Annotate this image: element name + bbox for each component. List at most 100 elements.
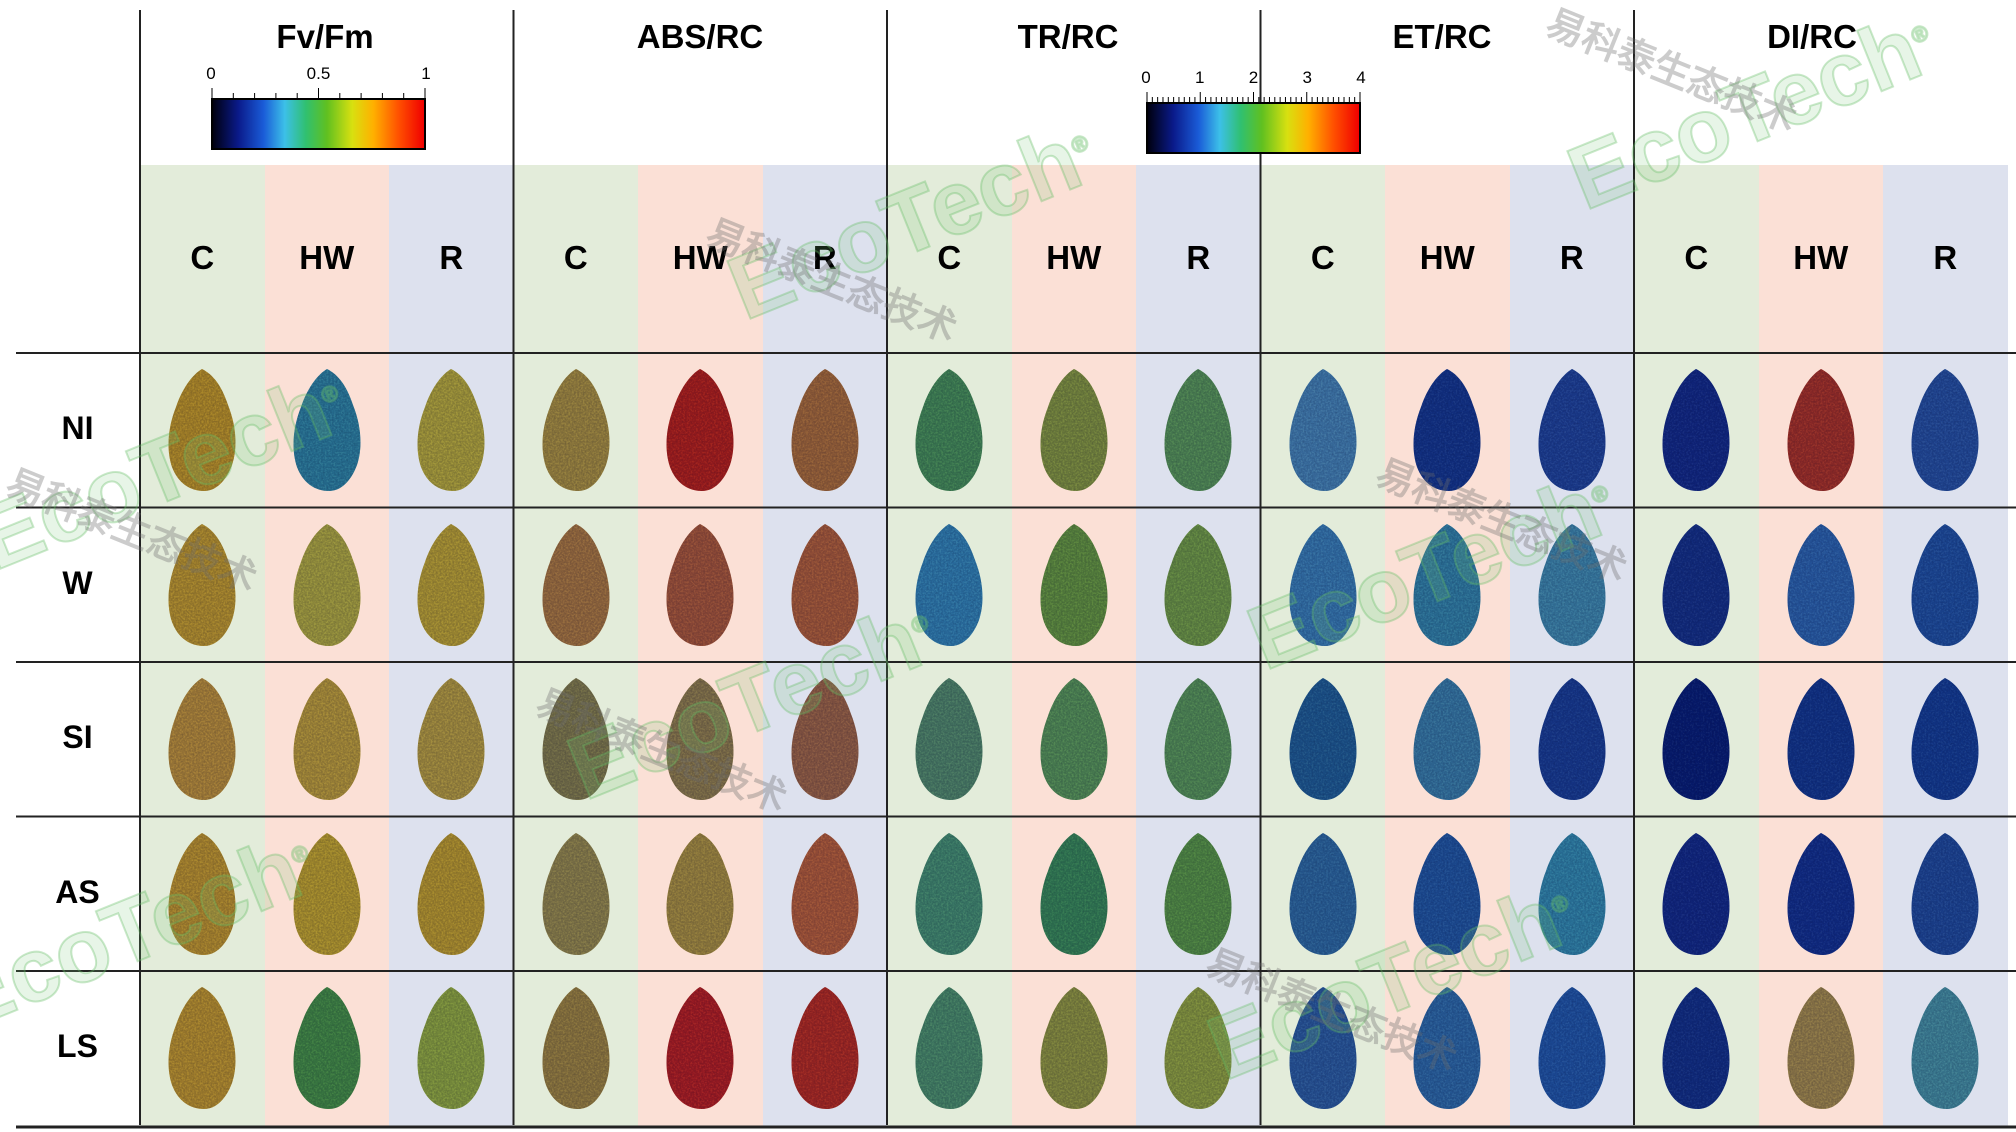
leaf-texture: [1040, 678, 1108, 801]
leaf-image: [1905, 674, 1985, 809]
leaf-image: [536, 829, 616, 964]
leaf-image: [1158, 520, 1238, 655]
treatment-label: C: [1310, 239, 1335, 276]
leaf-image: [1905, 829, 1985, 964]
leaf-image: [1656, 983, 1736, 1118]
parameter-title: TR/RC: [1017, 18, 1119, 55]
leaf-image: [287, 674, 367, 809]
leaf-image: [1532, 983, 1612, 1118]
treatment-label: C: [1684, 239, 1709, 276]
leaf-image: [1656, 365, 1736, 500]
leaf-texture: [1413, 523, 1481, 646]
leaf-image: [1158, 674, 1238, 809]
leaf-image: [536, 365, 616, 500]
treatment-label: C: [563, 239, 588, 276]
leaf-texture: [1164, 832, 1232, 955]
leaf-texture: [542, 987, 610, 1110]
leaf-image: [785, 674, 865, 809]
leaf-texture: [915, 678, 983, 801]
leaf-texture: [417, 523, 485, 646]
leaf-texture: [666, 832, 734, 955]
leaf-texture: [293, 987, 361, 1110]
leaf-texture: [1662, 987, 1730, 1110]
leaf-image: [287, 829, 367, 964]
leaf-image: [1158, 983, 1238, 1118]
rc-colorbar: 0 1 2 3 4: [1141, 68, 1366, 154]
colorbar-tick-label: 0.5: [306, 64, 331, 83]
colorbar-tick-label: 0: [1141, 68, 1151, 87]
leaf-texture: [1164, 523, 1232, 646]
leaf-texture: [1040, 369, 1108, 492]
colorbar-tick-label: 1: [421, 64, 431, 83]
colorbar-tick-label: 3: [1302, 68, 1312, 87]
leaf-texture: [417, 678, 485, 801]
leaf-texture: [168, 987, 236, 1110]
leaf-texture: [666, 369, 734, 492]
leaf-image: [1158, 829, 1238, 964]
leaf-image: [1283, 983, 1363, 1118]
colorbar-tick-label: 4: [1356, 68, 1366, 87]
leaf-texture: [1662, 369, 1730, 492]
leaf-texture: [1662, 523, 1730, 646]
leaf-image: [1034, 365, 1114, 500]
leaf-image: [909, 520, 989, 655]
leaf-texture: [1289, 987, 1357, 1110]
leaf-image: [785, 520, 865, 655]
leaf-image: [1034, 674, 1114, 809]
leaf-image: [411, 520, 491, 655]
treatment-label: R: [439, 239, 464, 276]
leaf-image: [660, 829, 740, 964]
leaf-texture: [168, 678, 236, 801]
leaf-texture: [666, 678, 734, 801]
leaf-texture: [1413, 678, 1481, 801]
leaf-image: [1158, 365, 1238, 500]
leaf-image: [909, 674, 989, 809]
leaf-texture: [1538, 832, 1606, 955]
leaf-image: [1905, 983, 1985, 1118]
leaf-texture: [542, 678, 610, 801]
leaf-texture: [1289, 369, 1357, 492]
leaf-image: [162, 520, 242, 655]
leaf-image: [909, 365, 989, 500]
leaf-image: [162, 365, 242, 500]
leaf-image: [287, 983, 367, 1118]
leaf-image: [660, 520, 740, 655]
leaf-texture: [293, 678, 361, 801]
colorbar-tick-label: 2: [1248, 68, 1259, 87]
leaf-texture: [542, 523, 610, 646]
leaf-image: [162, 674, 242, 809]
colorbar-ticks: [1146, 92, 1361, 104]
row-label: SI: [62, 719, 93, 756]
colorbar-gradient: [211, 98, 426, 150]
leaf-image: [1781, 365, 1861, 500]
leaf-texture: [1289, 832, 1357, 955]
leaf-texture: [1040, 523, 1108, 646]
treatment-label: HW: [1793, 239, 1849, 276]
leaf-texture: [791, 369, 859, 492]
leaf-texture: [542, 832, 610, 955]
leaf-texture: [542, 369, 610, 492]
leaf-image: [1656, 520, 1736, 655]
leaf-image: [909, 983, 989, 1118]
leaf-image: [411, 829, 491, 964]
leaf-image: [162, 983, 242, 1118]
leaf-texture: [1164, 369, 1232, 492]
leaf-image: [660, 365, 740, 500]
leaf-image: [1407, 365, 1487, 500]
leaf-texture: [1538, 987, 1606, 1110]
leaf-texture: [1040, 832, 1108, 955]
leaf-texture: [1787, 523, 1855, 646]
leaf-texture: [1538, 523, 1606, 646]
leaf-texture: [293, 832, 361, 955]
leaf-image: [1532, 829, 1612, 964]
leaf-image: [785, 365, 865, 500]
leaf-texture: [791, 832, 859, 955]
leaf-image: [1532, 520, 1612, 655]
leaf-texture: [1787, 678, 1855, 801]
leaf-texture: [1911, 369, 1979, 492]
treatment-label: HW: [1419, 239, 1475, 276]
leaf-texture: [1911, 678, 1979, 801]
leaf-texture: [1289, 678, 1357, 801]
leaf-texture: [1289, 523, 1357, 646]
